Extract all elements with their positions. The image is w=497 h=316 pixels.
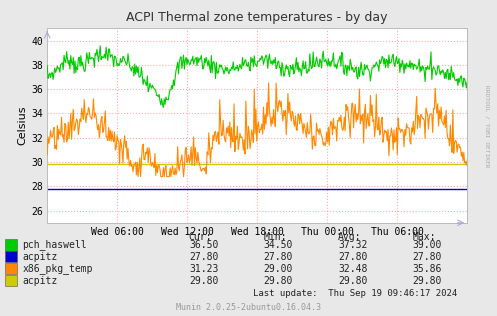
Text: 29.80: 29.80 [338,276,367,286]
Text: 29.80: 29.80 [263,276,293,286]
Text: 32.48: 32.48 [338,264,367,274]
Text: Min:: Min: [263,232,287,242]
Text: acpitz: acpitz [22,252,58,262]
Text: 29.80: 29.80 [189,276,218,286]
Text: Avg:: Avg: [338,232,361,242]
Text: 29.80: 29.80 [413,276,442,286]
Text: Last update:  Thu Sep 19 09:46:17 2024: Last update: Thu Sep 19 09:46:17 2024 [253,289,458,298]
Text: 27.80: 27.80 [413,252,442,262]
Text: Munin 2.0.25-2ubuntu0.16.04.3: Munin 2.0.25-2ubuntu0.16.04.3 [176,303,321,312]
Text: pch_haswell: pch_haswell [22,240,87,250]
Text: 31.23: 31.23 [189,264,218,274]
Text: Max:: Max: [413,232,436,242]
Text: 36.50: 36.50 [189,240,218,250]
Text: acpitz: acpitz [22,276,58,286]
Text: 37.32: 37.32 [338,240,367,250]
Text: 29.00: 29.00 [263,264,293,274]
Text: x86_pkg_temp: x86_pkg_temp [22,263,93,274]
Text: 27.80: 27.80 [338,252,367,262]
Title: ACPI Thermal zone temperatures - by day: ACPI Thermal zone temperatures - by day [126,11,388,25]
Text: RRDTOOL / TOBI OETIKER: RRDTOOL / TOBI OETIKER [485,85,490,168]
Text: Cur:: Cur: [189,232,212,242]
Text: 39.00: 39.00 [413,240,442,250]
Text: 27.80: 27.80 [189,252,218,262]
Text: 35.86: 35.86 [413,264,442,274]
Y-axis label: Celsius: Celsius [17,106,27,145]
Text: 34.50: 34.50 [263,240,293,250]
Text: 27.80: 27.80 [263,252,293,262]
